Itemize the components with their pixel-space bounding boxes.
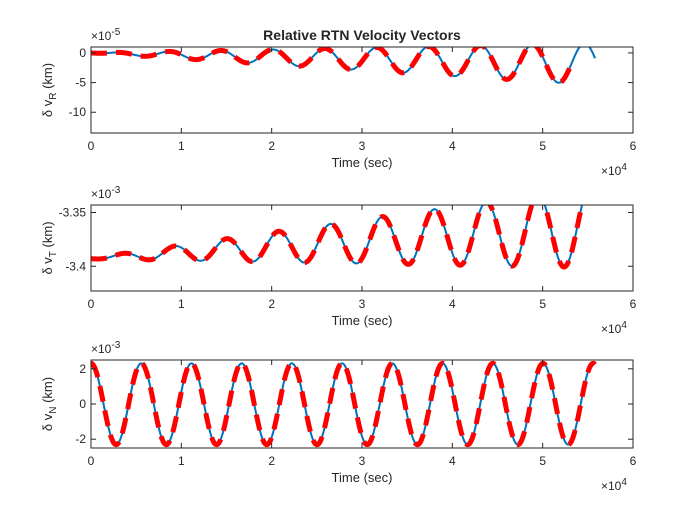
x-tick-label: 0 [88,454,95,468]
y-tick-label: -10 [69,105,87,119]
series-line-dashed [91,205,585,270]
y-tick-label: 2 [79,362,86,376]
x-tick-label: 4 [449,454,456,468]
x-tick-label: 3 [359,454,366,468]
x-tick-label: 4 [449,297,456,311]
x-tick-label: 5 [539,139,546,153]
x-tick-label: 4 [449,139,456,153]
x-axis-label: Time (sec) [332,470,393,485]
y-axis-label: δ vR (km) [40,63,59,117]
chart-title: Relative RTN Velocity Vectors [263,27,461,43]
y-tick-label: -5 [75,76,86,90]
x-exponent-label: ×104 [601,477,627,493]
x-tick-label: 2 [268,297,275,311]
x-tick-label: 5 [539,454,546,468]
x-tick-label: 3 [359,297,366,311]
series-line-dashed [91,360,597,448]
y-axis-label: δ vT (km) [40,221,59,274]
y-exponent-label: ×10-3 [91,185,121,201]
series-line-dashed [91,47,573,86]
x-tick-label: 1 [178,454,185,468]
x-tick-label: 0 [88,297,95,311]
x-tick-label: 2 [268,454,275,468]
x-tick-label: 0 [88,139,95,153]
x-axis-label: Time (sec) [332,313,393,328]
y-tick-label: 0 [79,397,86,411]
x-exponent-label: ×104 [601,162,627,178]
x-tick-label: 3 [359,139,366,153]
x-tick-label: 1 [178,297,185,311]
y-tick-label: -2 [75,432,86,446]
y-tick-label: -3.35 [59,206,87,220]
y-tick-label: 0 [79,46,86,60]
x-axis-label: Time (sec) [332,155,393,170]
subplot-along-track: 0 1 2 3 4 5 6 -3.35 -3.4 ×10-3 ×104 Time (sec) δ vT … [40,185,637,336]
x-tick-label: 2 [268,139,275,153]
subplots: 0 1 2 3 4 5 6 0 -5 -10 ×10-5 ×104 Time (sec) δ vR (km… [40,27,637,493]
y-exponent-label: ×10-5 [91,27,121,43]
x-tick-label: 6 [630,139,637,153]
x-tick-label: 5 [539,297,546,311]
subplot-radial: 0 1 2 3 4 5 6 0 -5 -10 ×10-5 ×104 Time (sec) δ vR (km… [40,27,637,178]
y-exponent-label: ×10-3 [91,340,121,356]
y-tick-label: -3.4 [65,259,86,273]
x-tick-label: 1 [178,139,185,153]
x-tick-label: 6 [630,454,637,468]
x-tick-label: 6 [630,297,637,311]
x-exponent-label: ×104 [601,320,627,336]
y-axis-label: δ vN (km) [40,377,59,431]
